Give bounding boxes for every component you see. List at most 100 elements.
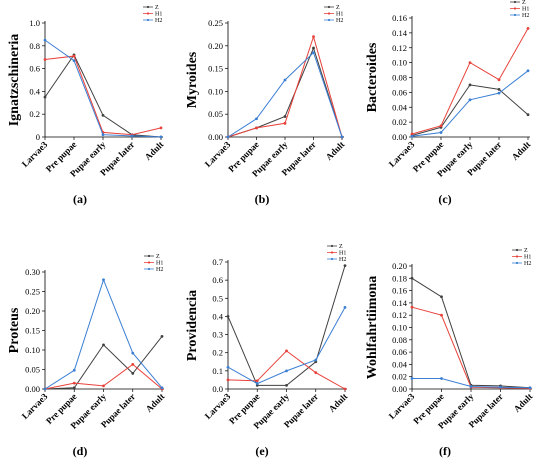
data-point-Z — [72, 386, 76, 390]
y-tick-label: 0.04 — [392, 359, 408, 369]
series-line-H1 — [44, 55, 162, 136]
legend-entry: H2 — [156, 267, 163, 273]
data-point-Z — [160, 334, 164, 338]
data-point-H1 — [526, 27, 530, 30]
data-point-H2 — [255, 117, 258, 121]
data-point-Z — [468, 83, 472, 87]
data-point-H2 — [43, 38, 47, 42]
series-line-H1 — [411, 28, 529, 135]
legend-marker — [327, 5, 331, 9]
data-point-Z — [102, 343, 105, 347]
data-point-H1 — [72, 54, 76, 58]
chart-panel-3: 0.000.020.040.060.080.100.120.140.16Larv… — [365, 0, 532, 206]
data-point-H2 — [72, 59, 76, 63]
y-tick-label: 0.20 — [392, 261, 407, 271]
legend-entry: H2 — [336, 18, 343, 24]
data-point-H2 — [340, 135, 344, 139]
data-point-H2 — [410, 377, 414, 380]
data-point-H2 — [526, 69, 530, 73]
data-point-H2 — [440, 377, 443, 380]
data-point-H2 — [72, 368, 76, 372]
series-line-Z — [411, 277, 531, 389]
legend-entry: H1 — [156, 261, 163, 267]
legend-marker — [330, 257, 334, 261]
legend-entry: H2 — [339, 257, 346, 263]
data-point-H1 — [314, 371, 318, 375]
panel-label: (f) — [439, 444, 451, 458]
legend-marker — [146, 5, 150, 9]
legend-marker — [330, 244, 334, 248]
data-point-Z — [526, 113, 530, 117]
y-tick-label: 0.10 — [392, 323, 407, 333]
data-point-H1 — [439, 124, 443, 128]
y-tick-label: 0.6 — [29, 64, 40, 74]
data-point-H2 — [283, 78, 287, 82]
series-line-H2 — [44, 278, 163, 390]
data-point-H1 — [255, 379, 259, 383]
y-axis-title: Providencia — [185, 290, 200, 361]
data-point-H2 — [159, 135, 163, 139]
y-tick-label: 1.0 — [29, 18, 40, 28]
legend-marker — [327, 12, 331, 15]
y-tick-label: 0.7 — [212, 257, 223, 267]
panel-label: (a) — [73, 192, 87, 206]
y-tick-label: 0.00 — [208, 132, 223, 142]
legend-marker — [513, 0, 517, 4]
data-point-H2 — [43, 387, 47, 391]
y-tick-label: 0.02 — [392, 372, 407, 382]
data-point-H1 — [283, 121, 287, 125]
legend-marker — [515, 261, 519, 265]
y-tick-label: 0.12 — [392, 43, 407, 53]
data-point-Z — [283, 115, 287, 118]
x-tick-label: Adult — [510, 139, 533, 162]
data-point-H1 — [410, 132, 414, 136]
y-tick-label: 0.10 — [392, 58, 407, 68]
data-point-H2 — [255, 382, 259, 385]
y-tick-label: 0.6 — [212, 275, 223, 285]
data-point-Z — [131, 372, 135, 375]
y-tick-label: 0.00 — [25, 384, 40, 394]
data-point-H2 — [130, 134, 134, 138]
data-point-H2 — [439, 131, 443, 134]
data-point-H1 — [343, 387, 347, 391]
data-point-H1 — [131, 363, 135, 366]
y-tick-label: 0.16 — [392, 286, 407, 296]
y-tick-label: 0.00 — [392, 132, 407, 142]
series-line-H2 — [411, 70, 529, 137]
data-point-H1 — [159, 126, 163, 130]
y-tick-label: 0.2 — [212, 348, 223, 358]
data-point-Z — [410, 276, 414, 280]
legend-marker — [513, 13, 517, 17]
data-point-Z — [226, 315, 230, 318]
legend-entry: H2 — [524, 261, 531, 267]
data-point-H2 — [312, 51, 315, 55]
legend-entry: H1 — [339, 251, 346, 257]
legend-entry: H2 — [522, 13, 529, 19]
y-tick-label: 0.08 — [392, 335, 407, 345]
data-point-H2 — [131, 351, 135, 355]
y-tick-label: 0.15 — [208, 64, 223, 74]
data-point-H2 — [102, 278, 105, 282]
legend-entry: Z — [522, 0, 526, 6]
legend-entry: Z — [336, 5, 340, 11]
chart-panel-6: 0.00 0.02 0.04 0.06 0.08 0.10 0.12 0.14 0.16 0.18… — [365, 248, 534, 458]
y-tick-label: 0.18 — [392, 273, 407, 283]
y-tick-label: 0.14 — [392, 298, 408, 308]
data-point-H1 — [255, 126, 258, 130]
y-tick-label: 0.15 — [25, 326, 40, 336]
y-axis-title: Wohlfahrtiimona — [365, 276, 380, 379]
y-tick-label: 0.30 — [25, 267, 40, 277]
x-tick-label: Adult — [144, 391, 167, 414]
series-line-H2 — [44, 39, 162, 138]
data-point-Z — [285, 383, 288, 387]
y-tick-label: 0.25 — [208, 18, 223, 28]
data-point-H2 — [528, 386, 532, 390]
data-point-H2 — [343, 305, 347, 309]
y-tick-label: 0.5 — [212, 293, 223, 303]
y-axis-title: Myroides — [185, 51, 200, 108]
data-point-H2 — [468, 98, 472, 102]
x-tick-label: Adult — [143, 139, 166, 162]
